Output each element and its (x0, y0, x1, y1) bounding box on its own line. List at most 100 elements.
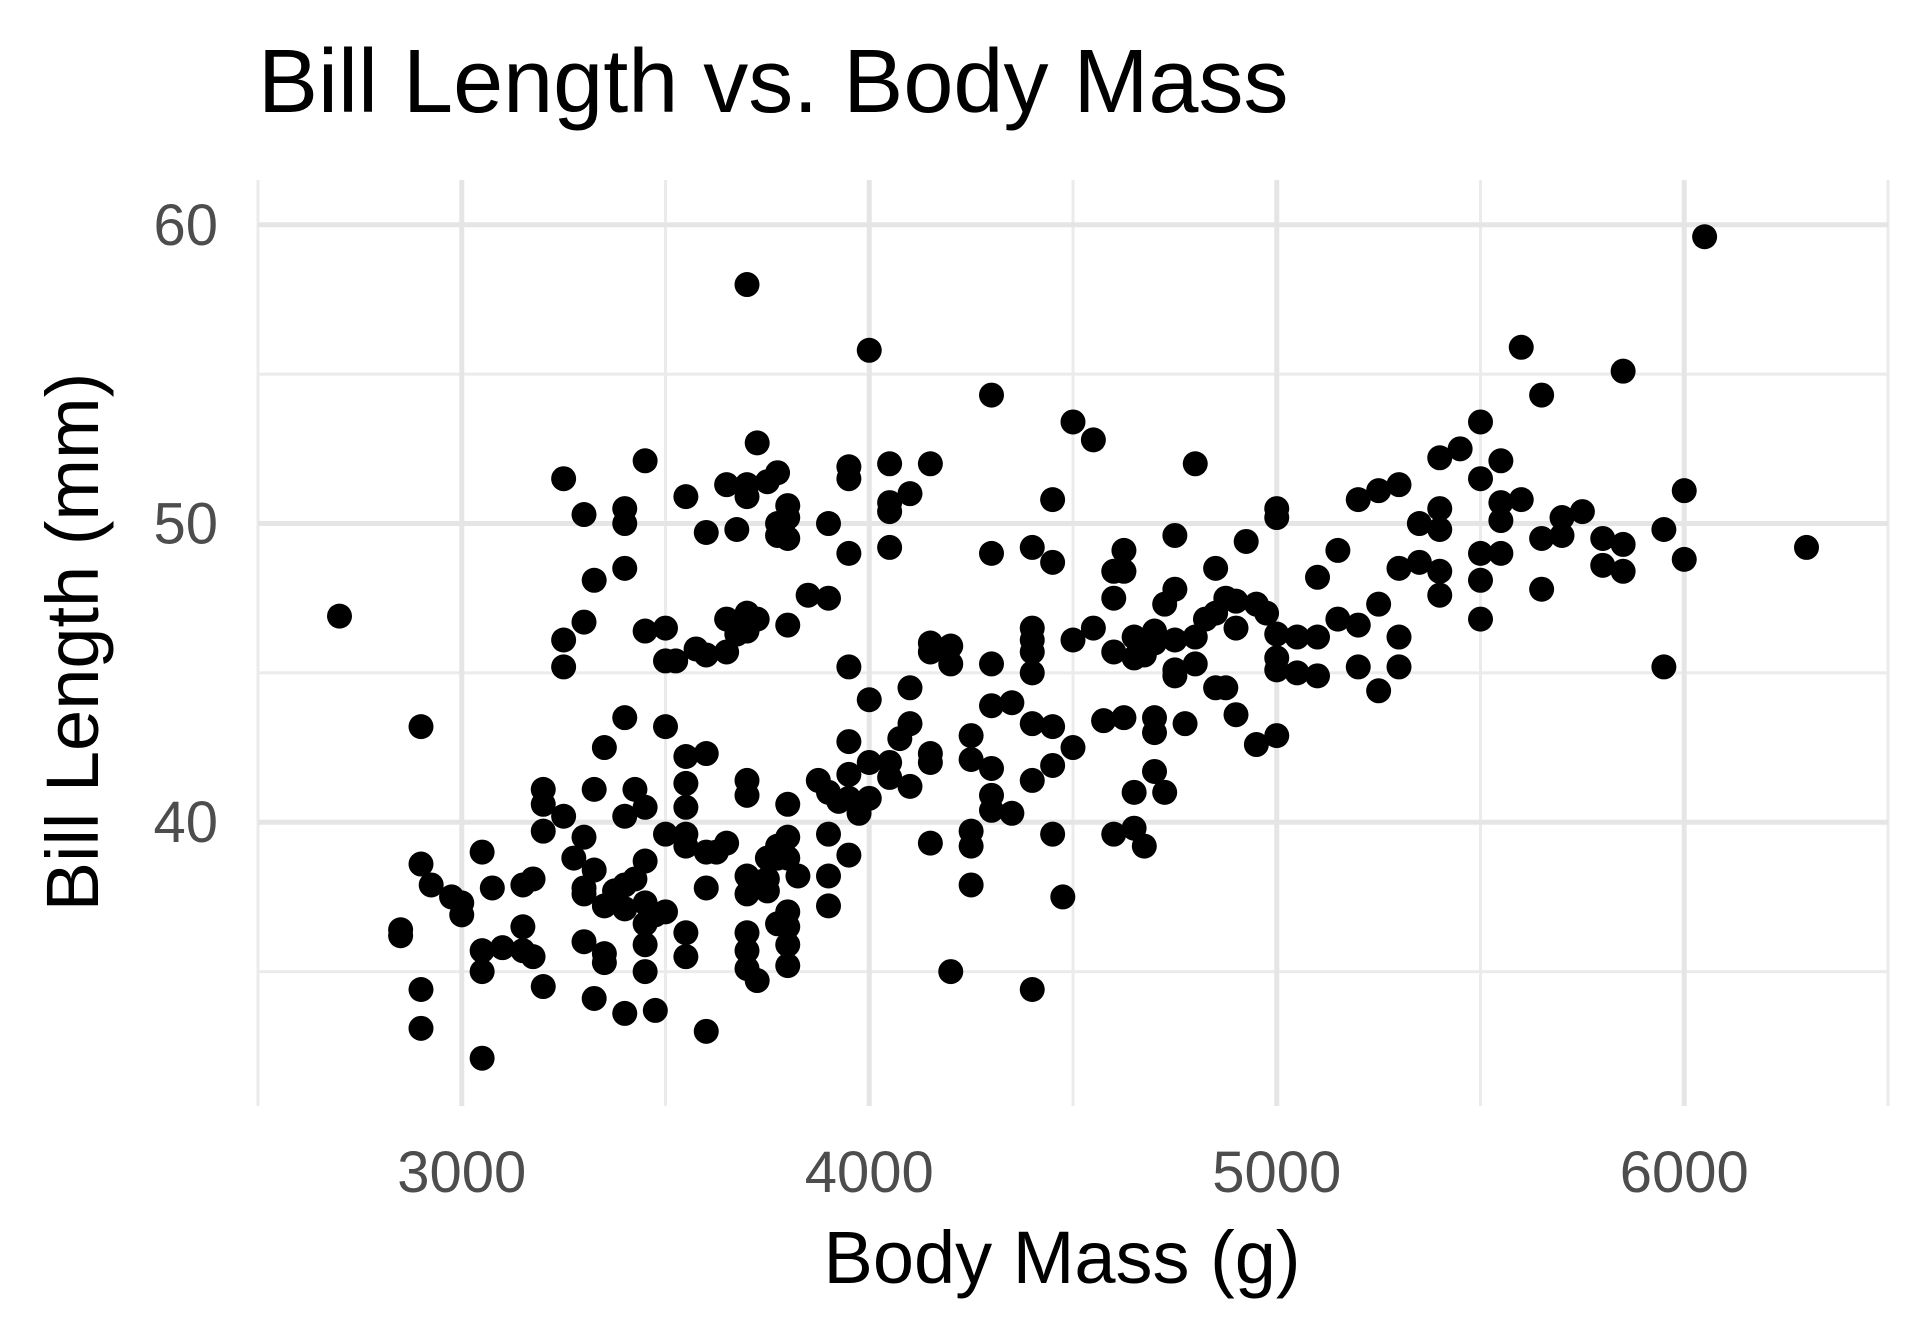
data-point (1142, 758, 1167, 784)
data-point (1447, 436, 1473, 462)
data-point (1019, 977, 1045, 1003)
data-point (1427, 582, 1453, 608)
data-point (836, 729, 862, 755)
data-point (734, 938, 760, 964)
data-point (775, 953, 801, 979)
data-point (469, 959, 495, 985)
data-point (1468, 466, 1493, 492)
data-point (1468, 567, 1493, 593)
data-point (1091, 708, 1117, 734)
data-point (1101, 585, 1127, 611)
data-point (816, 585, 841, 611)
data-point (551, 466, 577, 492)
data-point (1671, 546, 1697, 572)
data-point (979, 755, 1004, 781)
data-point (765, 460, 791, 486)
data-point (775, 525, 801, 551)
data-point (856, 785, 882, 811)
data-point (1488, 448, 1514, 474)
data-point (979, 651, 1004, 677)
data-point (1305, 564, 1330, 590)
data-point (1549, 522, 1575, 548)
data-point (653, 714, 678, 740)
data-point (591, 950, 617, 976)
data-point (1529, 382, 1555, 408)
data-point (816, 863, 841, 889)
data-point (673, 944, 699, 970)
data-point (632, 448, 658, 474)
data-point (510, 914, 536, 940)
data-point (1131, 833, 1157, 859)
data-point (979, 382, 1004, 408)
data-point (1111, 537, 1137, 563)
data-point (979, 693, 1004, 719)
data-point (571, 929, 597, 955)
data-point (1111, 705, 1137, 731)
data-point (1284, 624, 1310, 650)
data-point (551, 654, 577, 680)
data-point (612, 705, 638, 731)
x-tick-label: 6000 (1620, 1140, 1749, 1205)
data-point (958, 746, 984, 772)
data-point (836, 540, 862, 566)
data-point (1233, 528, 1259, 554)
data-point (1182, 651, 1208, 677)
data-point (693, 642, 719, 668)
data-point (612, 1000, 638, 1026)
data-point (561, 845, 587, 871)
data-point (1427, 558, 1453, 584)
data-point (917, 451, 943, 477)
data-point (897, 481, 923, 507)
y-tick-label: 40 (153, 790, 218, 855)
data-point (581, 776, 607, 802)
data-point (490, 935, 515, 961)
data-point (1019, 660, 1045, 686)
data-point (1060, 735, 1086, 761)
data-point (469, 1045, 495, 1071)
data-point (734, 782, 760, 808)
data-point (979, 797, 1004, 823)
data-point (551, 627, 577, 653)
data-point (816, 511, 841, 537)
data-point (1692, 224, 1718, 250)
data-point (1243, 732, 1269, 758)
data-point (775, 791, 801, 817)
data-point (897, 711, 923, 737)
x-tick-label: 5000 (1212, 1140, 1341, 1205)
data-point (856, 687, 882, 713)
data-point (1386, 472, 1412, 498)
data-point (775, 824, 801, 850)
data-point (1671, 478, 1697, 504)
data-point (449, 902, 475, 928)
data-point (1040, 487, 1066, 513)
data-point (836, 842, 862, 868)
data-point (1468, 409, 1493, 435)
data-point (775, 932, 801, 958)
data-point (938, 633, 964, 659)
data-point (795, 582, 821, 608)
data-point (1223, 588, 1249, 614)
data-point (877, 764, 903, 790)
data-point (1019, 767, 1045, 793)
data-point (1325, 606, 1351, 632)
data-point (1264, 657, 1290, 683)
y-axis-title: Bill Length (mm) (31, 373, 114, 912)
data-point (1610, 358, 1636, 384)
data-point (999, 800, 1025, 826)
data-point (754, 878, 780, 904)
y-tick-label: 50 (153, 492, 218, 557)
data-point (581, 567, 607, 593)
data-points (327, 224, 1819, 1071)
data-point (1305, 663, 1330, 689)
data-point (1080, 615, 1106, 641)
data-point (673, 794, 699, 820)
data-point (1111, 558, 1137, 584)
data-point (1529, 525, 1555, 551)
data-point (632, 848, 658, 874)
data-point (1794, 534, 1819, 560)
data-point (1162, 663, 1188, 689)
data-point (408, 1015, 434, 1041)
data-point (744, 968, 770, 994)
data-point (1254, 600, 1280, 626)
data-point (877, 499, 903, 525)
